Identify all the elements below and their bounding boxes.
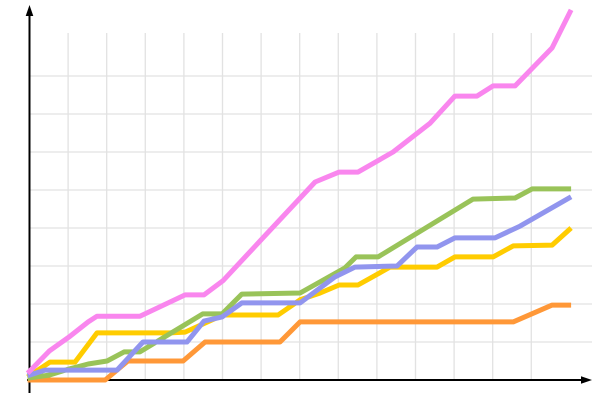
y-axis-arrowhead (25, 5, 34, 16)
x-axis-arrowhead (581, 376, 592, 384)
series-pink-line (25, 8, 574, 375)
axes (25, 5, 592, 393)
series-periwinkle-line (26, 194, 573, 379)
series-lines (25, 8, 574, 383)
grid-horizontal-lines (29, 75, 592, 343)
series-green-line (27, 186, 572, 381)
series-gold-line (26, 226, 573, 380)
